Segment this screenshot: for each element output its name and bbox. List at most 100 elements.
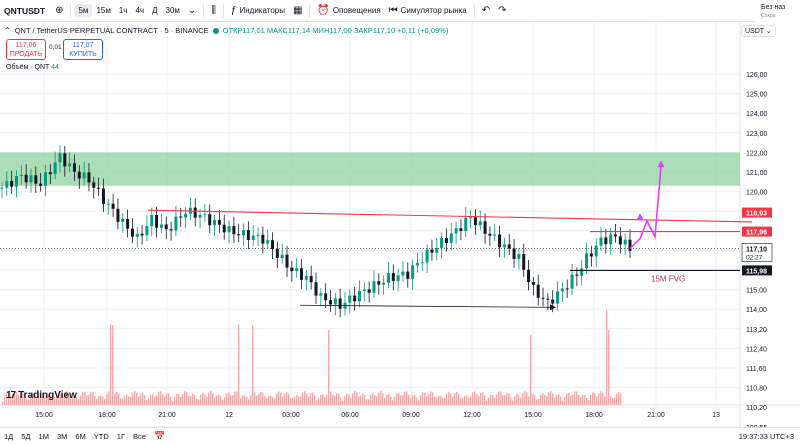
countdown-label: 02:27 [746,254,763,261]
volume-bar [268,395,270,405]
symbol-search[interactable]: QNTUSDT [4,5,46,16]
volume-bar [556,394,558,405]
volume-bar [370,394,372,405]
volume-bar [532,393,534,405]
candle [111,203,115,209]
volume-bar [84,392,86,405]
candle [116,208,120,222]
volume-bar [298,396,300,405]
candle [556,291,560,304]
candle [271,240,275,250]
interval-15m[interactable]: 15м [96,6,111,15]
range-all[interactable]: Все [133,432,146,441]
interval-5m[interactable]: 5м [74,4,93,17]
redo-icon[interactable]: ↷ [498,5,507,16]
volume-bar [580,397,582,405]
buy-button[interactable]: 117,07 КУПИТЬ [63,39,103,60]
candle [464,217,468,232]
add-symbol-icon[interactable]: ⊕ [55,5,64,16]
projection-path[interactable] [629,166,662,250]
volume-bar [276,393,278,405]
price-tag [742,226,772,237]
tradingview-logo: 17 TradingView [6,390,77,401]
volume-legend: Объём · QNT 44 [6,64,59,71]
volume-bar [4,396,6,405]
volume-bar [158,391,160,405]
range-5d[interactable]: 5Д [21,432,31,441]
range-1d[interactable]: 1Д [4,432,14,441]
volume-bar [616,393,618,405]
interval-30m[interactable]: 30м [165,6,180,15]
candle [570,274,574,289]
currency-select[interactable]: USDT ⌄ [741,25,776,37]
volume-bar [82,392,84,405]
range-arrow[interactable] [299,304,541,308]
candle [295,268,299,272]
interval-1h[interactable]: 1ч [118,6,128,15]
volume-bar [312,392,314,405]
logo-text: TradingView [18,390,77,401]
interval-4h[interactable]: 4ч [135,6,145,15]
volume-bar [582,394,584,405]
clock[interactable]: 19:37:33 UTC+3 [738,432,794,441]
range-6m[interactable]: 6М [75,432,86,441]
price-axis-label: 112,40 [746,346,767,353]
candle [246,230,250,240]
candle [290,267,294,272]
candle [184,213,188,218]
layout-icon[interactable]: ▦ [292,5,303,16]
divider [70,3,72,18]
volume-bar [168,393,170,405]
volume-bar [410,397,412,405]
price-chart[interactable]: 15M FVG126,00125,00124,00123,00122,00121… [0,22,800,427]
layout-name[interactable]: Без наз Сохра [755,0,800,22]
indicators-button[interactable]: ƒ Индикаторы [227,3,289,18]
candle [222,224,226,233]
candle [459,228,463,232]
volume-bar [206,396,208,405]
layout-subtitle: Сохра [761,13,776,19]
candle [155,215,159,228]
fvg-label: 15M FVG [651,274,685,283]
candle [357,290,361,302]
volume-bar [244,395,246,405]
chevron-icon[interactable]: ⌃ [4,26,11,35]
volume-bar [94,395,96,405]
chevron-down-icon[interactable]: ⌄ [187,5,197,16]
range-1m[interactable]: 1М [38,432,49,441]
candle [493,234,497,236]
volume-bar [6,393,8,405]
volume-bar [308,396,310,405]
volume-bar [286,391,288,405]
alerts-button[interactable]: ⏰ Оповещения [313,3,384,18]
volume-bar [546,396,548,405]
range-1y[interactable]: 1Г [116,432,126,441]
arrow-head [550,304,556,311]
candles-icon[interactable]: ⫼ [211,5,216,16]
candle [531,282,535,285]
candle [551,299,555,304]
undo-icon[interactable]: ↶ [481,5,491,16]
candle [386,273,390,283]
replay-button[interactable]: ⏮ Симулятор рынка [385,3,471,18]
volume-bar [356,392,358,405]
price-axis-label: 122,00 [746,150,768,157]
volume-bar [506,392,508,405]
volume-bar [518,394,520,405]
volume-bar [374,394,376,405]
volume-bar [408,394,410,405]
range-ytd[interactable]: YTD [93,432,109,441]
candle [82,172,86,179]
volume-bar [56,393,58,405]
time-axis-label: 21:00 [647,412,665,419]
date-range-icon[interactable]: 📅 [153,431,166,441]
volume-bar [34,393,36,405]
candle [527,269,531,283]
resistance-line[interactable] [147,209,753,223]
volume-bar [476,393,478,405]
sell-button[interactable]: 117,06 ПРОДАТЬ [6,39,46,60]
volume-bar [146,400,148,405]
interval-1d[interactable]: Д [152,6,158,15]
candle [444,238,448,244]
range-3m[interactable]: 3М [56,432,68,441]
